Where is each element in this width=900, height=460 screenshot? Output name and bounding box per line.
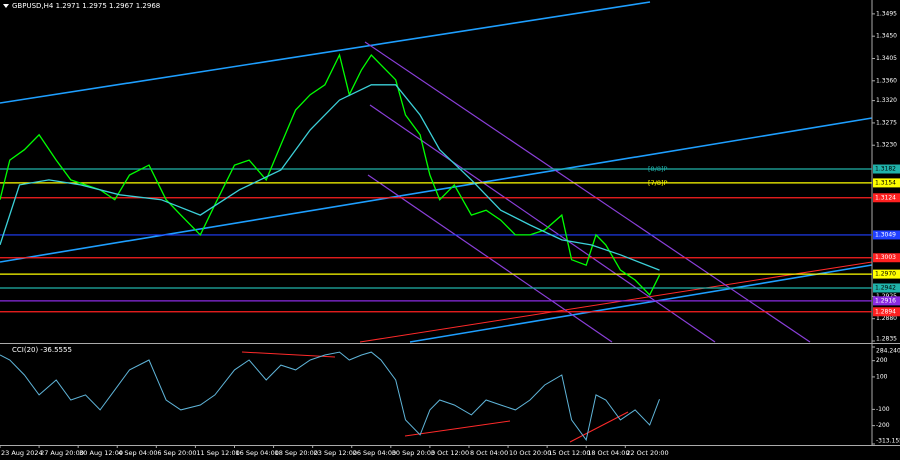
level-marker: [7/8]P: [648, 179, 668, 187]
series-line: [0, 84, 660, 271]
x-tick-label: 30 Aug 12:00: [79, 449, 123, 457]
y-tick-label: -200: [876, 422, 890, 429]
level-label: 1.2916: [875, 297, 896, 304]
x-tick-label: 3 Oct 12:00: [431, 449, 469, 457]
level-label: 1.2894: [875, 308, 896, 315]
level-label-box: [873, 230, 900, 240]
trend-line: [0, 1, 651, 104]
x-tick-label: 27 Aug 20:00: [40, 449, 84, 457]
y-tick-label: 100: [876, 373, 888, 380]
y-tick-label: 284.2406: [876, 348, 900, 355]
y-tick-label: 1.3275: [876, 119, 897, 126]
level-label-box: [873, 307, 900, 317]
x-tick-label: 15 Oct 12:00: [548, 449, 590, 457]
y-tick-label: 1.3230: [876, 142, 897, 149]
x-tick-label: 18 Sep 20:00: [275, 449, 318, 457]
level-label: 1.3154: [875, 179, 896, 186]
level-label-box: [873, 253, 900, 263]
level-label: 1.3124: [875, 194, 896, 201]
x-tick-label: 23 Aug 2024: [1, 449, 43, 457]
level-label: 1.3182: [875, 166, 896, 173]
level-label-box: [873, 296, 900, 306]
level-label-box: [873, 269, 900, 279]
level-label: 1.3003: [875, 254, 896, 261]
divergence-line: [404, 420, 511, 437]
x-tick-label: 8 Oct 04:00: [470, 449, 508, 457]
menu-arrow[interactable]: [3, 4, 9, 8]
series-line: [0, 53, 661, 297]
level-label: 1.3049: [875, 231, 896, 238]
x-tick-label: 26 Sep 04:00: [353, 449, 396, 457]
x-tick-label: 10 Oct 20:00: [509, 449, 551, 457]
x-tick-label: 4 Sep 04:00: [118, 449, 157, 457]
level-label: 1.2970: [875, 271, 896, 278]
x-tick-label: 22 Oct 20:00: [626, 449, 668, 457]
level-label-box: [873, 193, 900, 203]
channel-line: [364, 41, 811, 343]
trend-lines: [0, 1, 873, 443]
level-label-box: [873, 178, 900, 188]
trend-line: [359, 261, 873, 343]
level-label-box: [873, 283, 900, 293]
channel-line: [369, 104, 716, 343]
level-label-box: [873, 164, 900, 174]
x-tick-label: 18 Oct 04:00: [587, 449, 629, 457]
y-tick-label: 1.2880: [876, 315, 897, 322]
level-label: 1.2942: [875, 284, 896, 291]
x-tick-label: 16 Sep 04:00: [235, 449, 278, 457]
y-tick-label: 1.3495: [876, 10, 897, 17]
x-tick-label: 6 Sep 20:00: [157, 449, 196, 457]
y-tick-label: 1.3360: [876, 77, 897, 84]
y-tick-label: 200: [876, 357, 888, 364]
indicator-title: CCI(20) -36.5555: [12, 346, 72, 354]
y-tick-label: 1.3405: [876, 55, 897, 62]
y-tick-label: 1.2835: [876, 336, 897, 343]
y-tick-label: -100: [876, 406, 890, 413]
x-tick-label: 30 Sep 20:00: [392, 449, 435, 457]
series-line: [0, 351, 660, 442]
y-tick-label: -313.1551: [876, 438, 900, 445]
channel-line: [367, 174, 613, 343]
divergence-line: [241, 351, 336, 358]
level-marker: [8/8]P: [648, 165, 668, 173]
y-tick-label: 1.3450: [876, 33, 897, 40]
chart-title: GBPUSD,H4 1.2971 1.2975 1.2967 1.2968: [12, 2, 160, 10]
y-tick-label: 1.3320: [876, 97, 897, 104]
x-tick-label: 11 Sep 12:00: [196, 449, 239, 457]
x-tick-label: 23 Sep 12:00: [314, 449, 357, 457]
trend-line: [409, 264, 873, 343]
